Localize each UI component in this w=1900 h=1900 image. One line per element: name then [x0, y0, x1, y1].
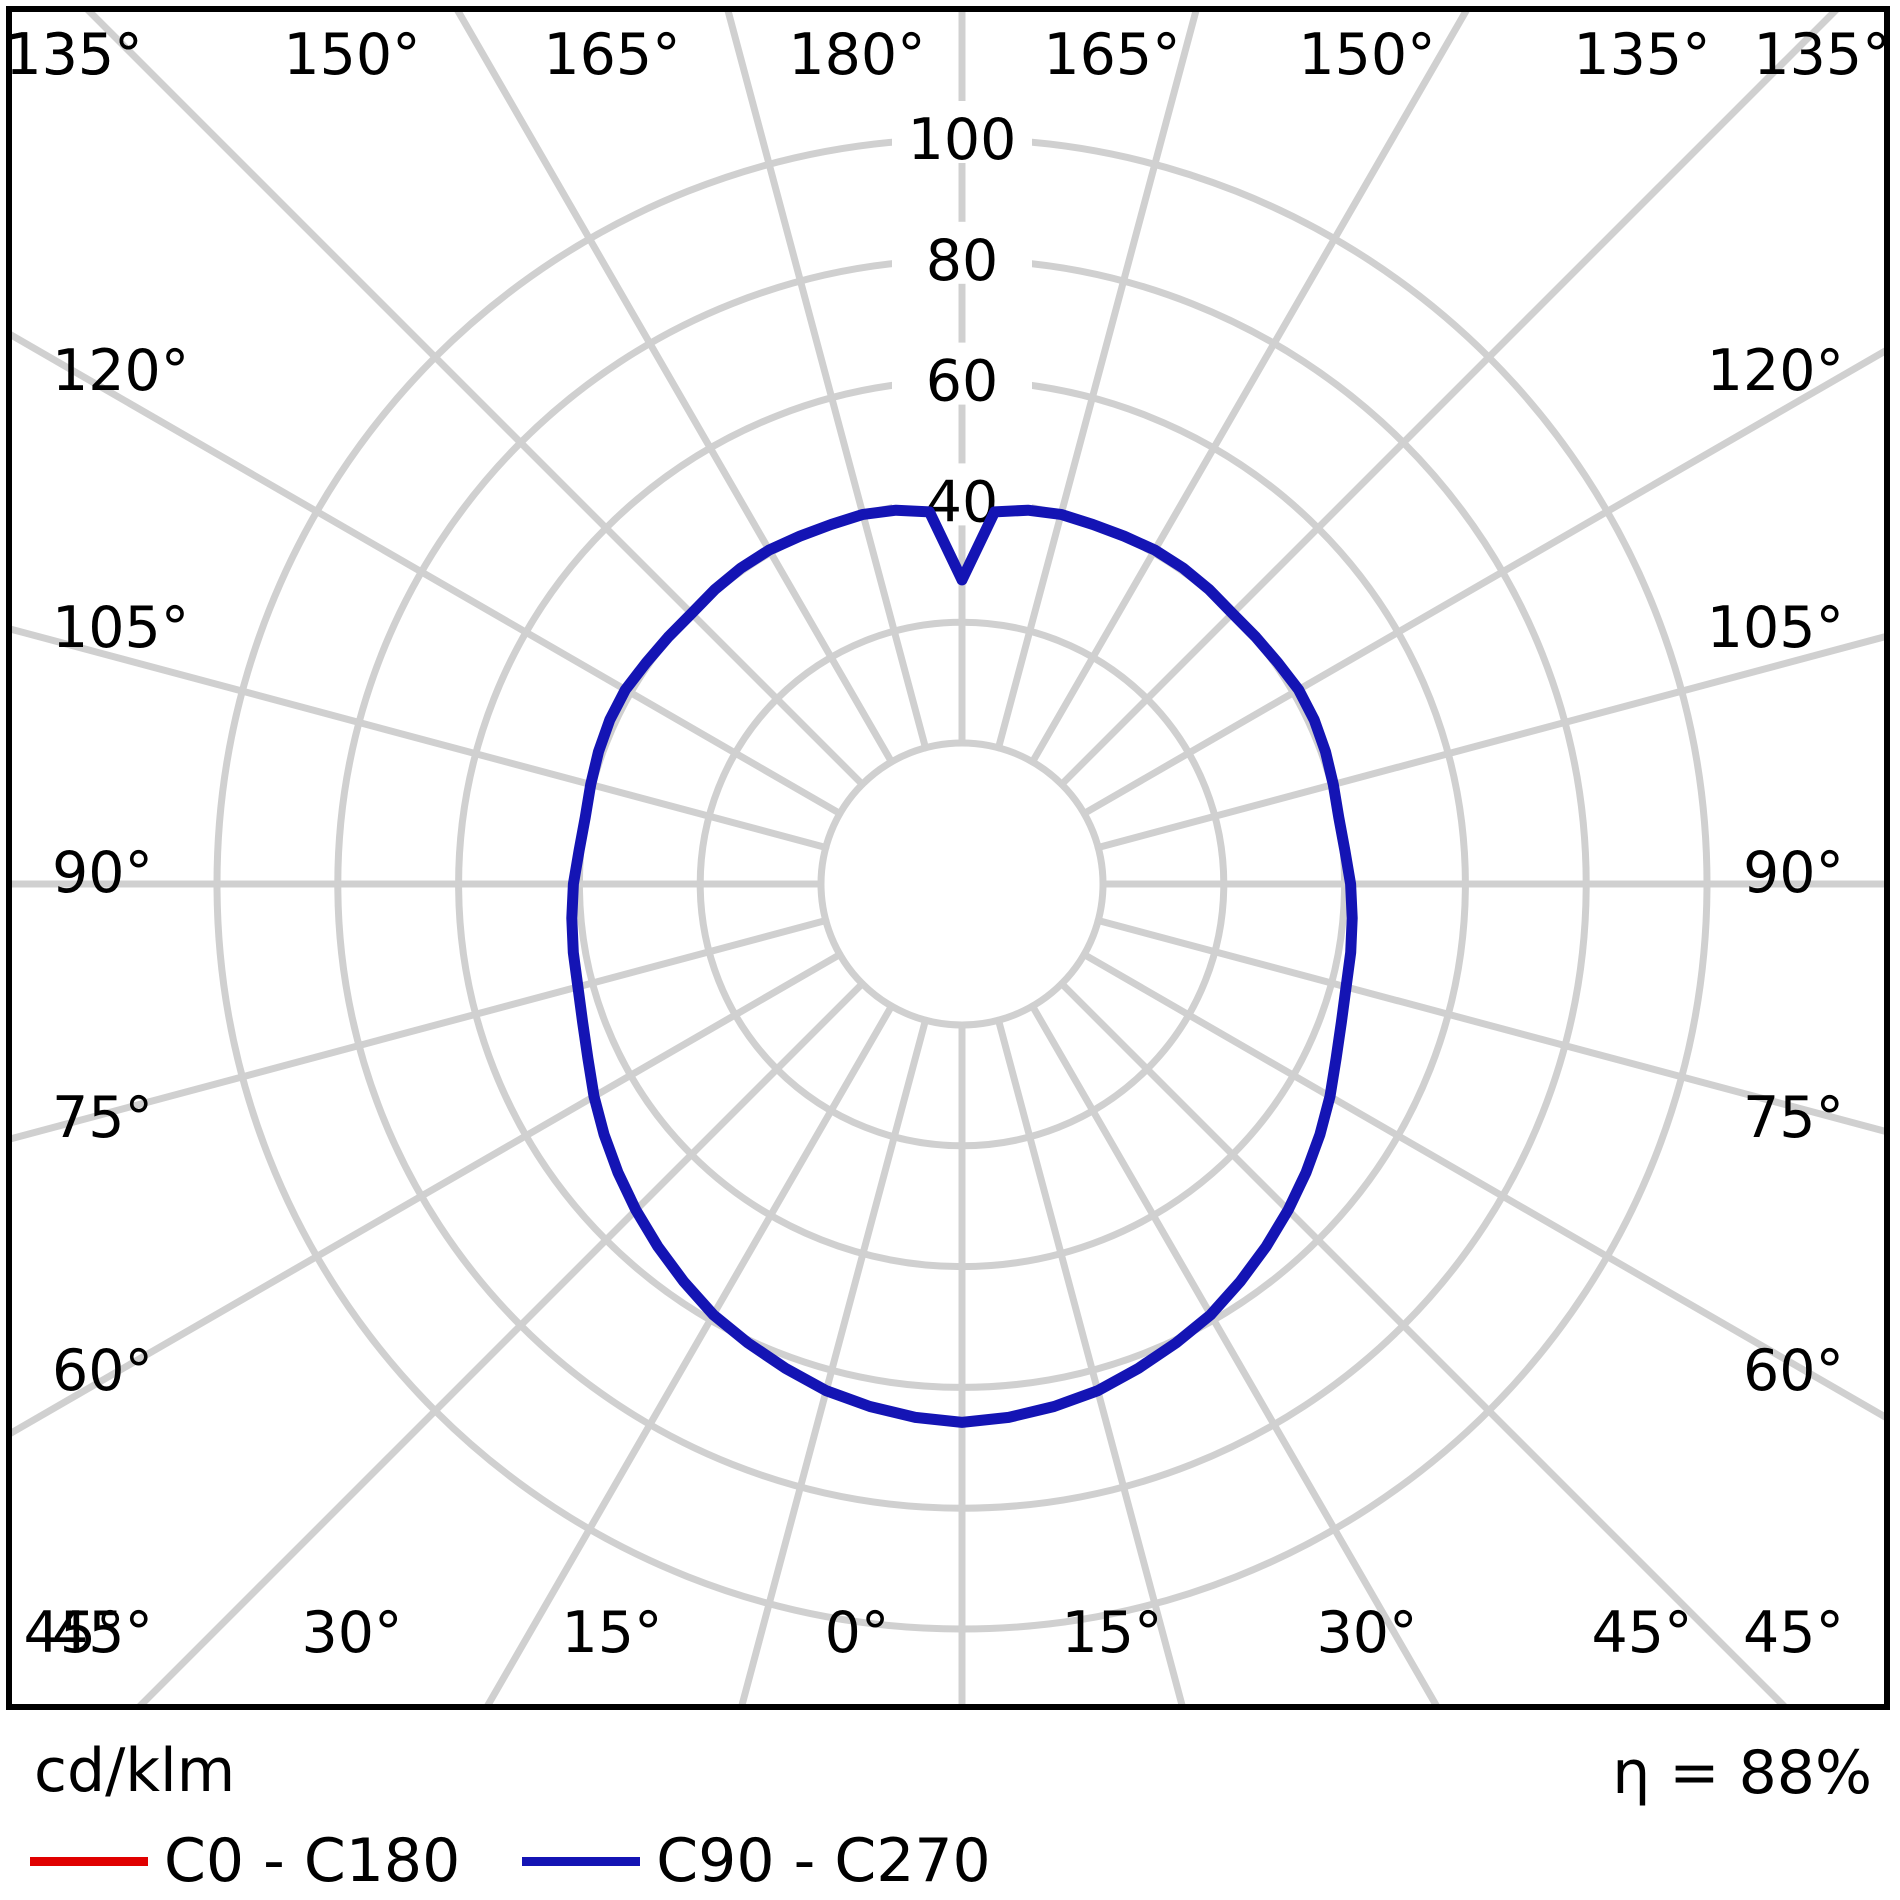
angle-label-right-2: 105° [1707, 595, 1844, 661]
polar-grid [12, 12, 1884, 1704]
angle-label-right-1: 120° [1707, 338, 1844, 404]
legend-line-swatch-red [30, 1856, 148, 1866]
legend-label-c90-c270: C90 - C270 [656, 1826, 991, 1896]
angle-label-bottom-1: 30° [301, 1600, 402, 1666]
angle-label-left-2: 105° [52, 595, 189, 661]
legend-label-c0-c180: C0 - C180 [164, 1826, 461, 1896]
angle-label-top-6: 135° [1573, 22, 1710, 88]
angle-label-bottom-0: 45° [23, 1600, 124, 1666]
radial-tick-label: 80 [926, 228, 999, 294]
angle-label-right-5: 60° [1743, 1338, 1844, 1404]
angle-label-right-6: 45° [1743, 1600, 1844, 1666]
legend-item-c90-c270[interactable]: C90 - C270 [522, 1826, 991, 1896]
angle-label-top-3: 180° [788, 22, 925, 88]
legend-item-c0-c180[interactable]: C0 - C180 [30, 1826, 460, 1896]
radial-tick-label: 100 [908, 107, 1017, 173]
unit-label: cd/klm [34, 1736, 236, 1806]
angle-label-top-2: 165° [543, 22, 680, 88]
chart-legend: C0 - C180 C90 - C270 [30, 1826, 1053, 1896]
polar-plot-frame: 100 80 60 40 135° 150° 165° 180° 165° 150° 135° 45°… [6, 6, 1890, 1710]
angle-label-bottom-4: 15° [1061, 1600, 1162, 1666]
legend-line-swatch-blue [522, 1856, 641, 1866]
angle-label-right-4: 75° [1743, 1085, 1844, 1151]
angle-label-top-4: 165° [1043, 22, 1180, 88]
angle-label-bottom-2: 15° [561, 1600, 662, 1666]
angle-label-bottom-3: 0° [825, 1600, 890, 1666]
angle-label-right-0: 135° [1753, 22, 1884, 88]
angle-label-left-1: 120° [52, 338, 189, 404]
polar-curves [566, 504, 1358, 1428]
angle-label-bottom-5: 30° [1316, 1600, 1417, 1666]
angle-label-left-5: 60° [52, 1338, 153, 1404]
angle-label-left-0: 135° [12, 22, 143, 88]
angle-label-left-6: 45° [52, 1600, 153, 1666]
angle-label-bottom-6: 45° [1591, 1600, 1692, 1666]
angle-label-left-3: 90° [52, 840, 153, 906]
radial-tick-label: 60 [926, 349, 999, 415]
angle-label-left-4: 75° [52, 1085, 153, 1151]
angle-label-top-1: 150° [283, 22, 420, 88]
chart-footer: cd/klm η = 88% C0 - C180 C90 - C270 [0, 1716, 1900, 1900]
angle-label-top-0: 135° [12, 22, 143, 88]
angle-label-right-3: 90° [1743, 840, 1844, 906]
series-curve-c90-c270 [566, 504, 1358, 1428]
efficiency-label: η = 88% [1612, 1738, 1872, 1808]
angle-label-top-5: 150° [1298, 22, 1435, 88]
